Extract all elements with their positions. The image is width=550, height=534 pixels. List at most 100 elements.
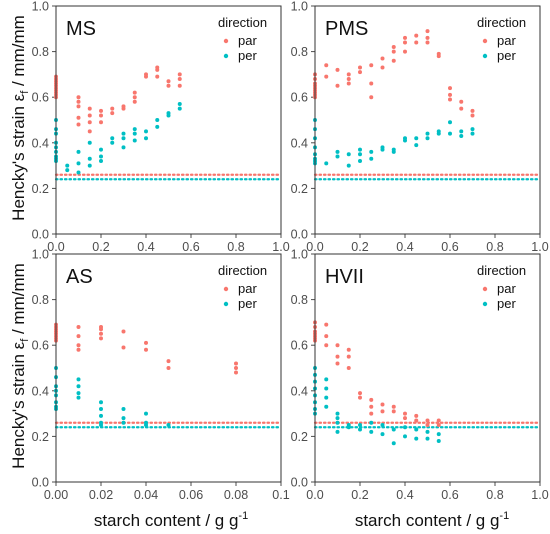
legend-label-par: par <box>238 281 257 296</box>
data-point-par <box>76 324 81 329</box>
data-point-par <box>234 370 238 375</box>
data-point-per <box>177 106 182 111</box>
data-point-per <box>324 386 329 391</box>
data-point-per <box>448 131 452 136</box>
data-point-per <box>132 131 137 136</box>
y-tick-label: 0.6 <box>291 91 308 105</box>
data-point-par <box>358 70 362 75</box>
panel-hvii: 0.0 0.2 0.4 0.6 0.8 1.0 0.0 0.2 0.4 0.6 0.8 1.0 HVII… <box>291 248 549 503</box>
panel-pms: 0.0 0.2 0.4 0.6 0.8 1.0 0.0 0.2 0.4 0.6 0.8 1.0 PMS d… <box>291 0 549 254</box>
data-point-per <box>358 152 362 157</box>
data-point-per <box>121 407 126 412</box>
data-point-par <box>132 90 137 95</box>
data-point-per <box>121 131 126 136</box>
data-point-per <box>436 432 441 437</box>
y-tick-label: 0.2 <box>32 182 49 196</box>
data-point-par <box>166 359 171 364</box>
data-point-per <box>391 427 396 432</box>
data-point-par <box>87 129 92 134</box>
y-axis-label-top: Hencky's strain εf / mm/mm <box>9 15 31 221</box>
x-tick-label: 0.0 <box>47 240 64 254</box>
data-point-per <box>369 149 374 154</box>
data-point-par <box>99 327 103 332</box>
data-point-par <box>132 99 137 104</box>
legend-title: direction <box>218 263 267 278</box>
data-point-par <box>391 409 396 414</box>
data-point-per <box>358 423 362 427</box>
data-point-per <box>99 423 103 427</box>
x-tick-label: 0.04 <box>134 488 158 502</box>
data-point-per <box>391 149 396 154</box>
data-point-par <box>391 49 396 54</box>
data-point-par <box>76 122 81 127</box>
data-point-per <box>121 136 126 141</box>
data-point-par <box>99 331 103 336</box>
data-point-par <box>324 74 329 79</box>
data-point-per <box>144 423 148 427</box>
data-point-per <box>144 411 148 416</box>
data-point-par <box>121 106 126 111</box>
data-point-par <box>369 404 374 409</box>
data-point-par <box>391 45 396 50</box>
data-point-par <box>448 97 452 102</box>
data-point-per <box>76 161 81 166</box>
x-tick-label: 0.1 <box>272 488 289 502</box>
data-point-par <box>166 366 171 370</box>
data-point-per <box>324 161 329 166</box>
data-point-par <box>76 347 81 352</box>
x-tick-label: 0.08 <box>224 488 248 502</box>
data-point-par <box>110 111 115 116</box>
data-point-per <box>391 441 396 446</box>
x-tick-label: 1.0 <box>531 240 548 254</box>
x-tick-label: 0.8 <box>227 240 244 254</box>
data-point-par <box>358 391 362 396</box>
data-point-par <box>155 74 160 79</box>
legend-title: direction <box>477 15 526 30</box>
panel-title: PMS <box>325 18 368 40</box>
data-point-par <box>346 72 351 77</box>
data-point-par <box>99 108 103 113</box>
data-point-par <box>335 354 340 359</box>
legend-label-par: par <box>497 281 516 296</box>
y-tick-label: 0.8 <box>291 293 308 307</box>
data-point-per <box>369 420 374 425</box>
x-tick-label: 0.6 <box>441 488 458 502</box>
data-point-par <box>335 343 340 348</box>
y-axis-label-bottom: Hencky's strain εf / mm/mm <box>9 263 31 469</box>
x-axis-label-right: starch content / g g-1 <box>355 510 509 530</box>
data-point-par <box>425 35 430 40</box>
data-point-par <box>369 81 374 86</box>
data-point-par <box>403 416 407 421</box>
data-point-par <box>414 413 419 418</box>
data-point-par <box>87 120 92 125</box>
data-point-par <box>335 361 340 366</box>
y-tick-label: 0.2 <box>291 182 308 196</box>
data-point-par <box>155 67 160 72</box>
data-point-par <box>99 336 103 341</box>
data-point-par <box>425 418 430 423</box>
data-point-par <box>436 418 441 423</box>
x-tick-label: 0.4 <box>396 240 413 254</box>
data-point-par <box>234 361 238 366</box>
data-point-par <box>380 56 385 61</box>
data-point-par <box>448 92 452 97</box>
data-point-per <box>76 395 81 400</box>
data-point-par <box>166 79 171 84</box>
x-tick-label: 1.0 <box>531 488 548 502</box>
legend-label-per: per <box>497 296 516 311</box>
data-point-par <box>144 340 148 345</box>
y-tick-label: 0.4 <box>32 384 49 398</box>
legend-marker-par <box>482 38 488 44</box>
data-point-per <box>177 102 182 107</box>
data-point-per <box>369 429 374 434</box>
data-point-per <box>324 377 329 382</box>
data-point-per <box>358 427 362 432</box>
legend-marker-per <box>223 53 229 59</box>
data-point-per <box>99 407 103 412</box>
legend-label-per: per <box>238 48 257 63</box>
data-point-par <box>76 99 81 104</box>
data-point-per <box>414 143 419 148</box>
x-tick-label: 1.0 <box>272 240 289 254</box>
legend-label-par: par <box>238 33 257 48</box>
data-point-par <box>358 395 362 400</box>
